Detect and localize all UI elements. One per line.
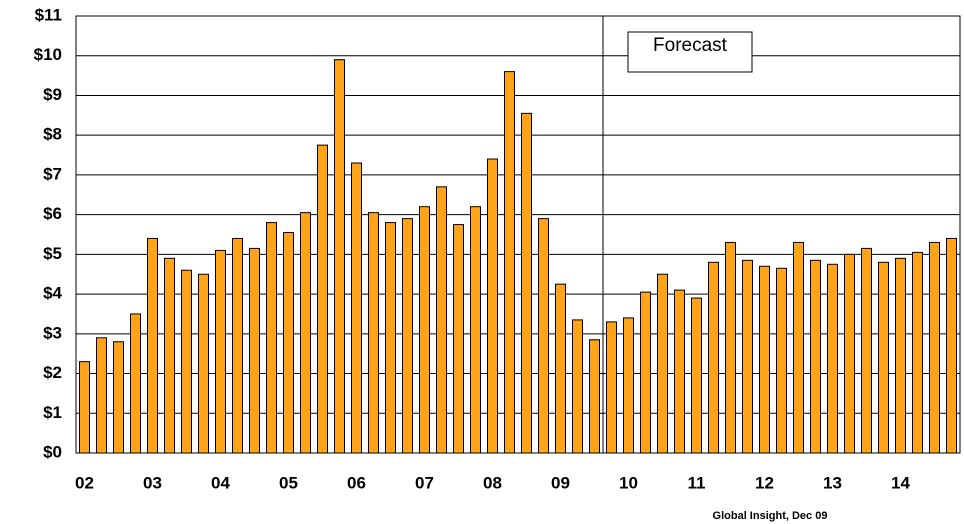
x-tick-label: 10 <box>619 473 638 492</box>
bar <box>453 224 464 454</box>
y-tick-label: $6 <box>43 204 62 223</box>
bar <box>946 237 957 454</box>
x-tick-label: 05 <box>279 473 298 492</box>
bar <box>691 297 702 454</box>
x-tick-label: 11 <box>688 473 706 492</box>
bar <box>759 265 770 454</box>
bar <box>623 317 634 454</box>
bar <box>96 337 107 454</box>
bar <box>232 237 243 454</box>
bar <box>317 144 328 454</box>
bar <box>878 261 889 454</box>
bar <box>300 212 311 454</box>
bar <box>589 339 600 454</box>
bar <box>164 257 175 454</box>
bar <box>861 247 872 454</box>
bar <box>487 158 498 454</box>
x-tick-label: 09 <box>551 473 570 492</box>
bar <box>844 253 855 454</box>
bar <box>929 241 940 454</box>
plot-border <box>75 15 961 454</box>
y-tick-label: $10 <box>34 45 62 64</box>
bar <box>283 232 294 454</box>
bar <box>385 222 396 454</box>
bar <box>793 241 804 454</box>
bar <box>606 321 617 454</box>
bar <box>402 218 413 454</box>
bar <box>215 249 226 454</box>
bar <box>742 259 753 454</box>
x-tick-label: 13 <box>823 473 842 492</box>
forecast-box <box>627 31 753 73</box>
bar <box>895 257 906 454</box>
bar <box>181 269 192 454</box>
bar <box>368 212 379 454</box>
bar <box>572 319 583 454</box>
bar <box>521 112 532 454</box>
bar <box>810 259 821 454</box>
bar <box>538 218 549 454</box>
x-tick-label: 03 <box>143 473 162 492</box>
y-tick-label: $1 <box>43 403 62 422</box>
bar <box>555 283 566 454</box>
y-tick-label: $8 <box>43 125 62 144</box>
y-tick-label: $11 <box>35 5 62 24</box>
bar <box>436 186 447 454</box>
bar <box>640 291 651 454</box>
bar <box>249 247 260 454</box>
x-tick-label: 07 <box>415 473 434 492</box>
bar <box>776 267 787 454</box>
y-tick-label: $2 <box>43 363 62 382</box>
bar <box>79 361 90 454</box>
y-tick-label: $5 <box>43 244 62 263</box>
x-tick-label: 02 <box>75 473 94 492</box>
y-tick-label: $7 <box>43 164 62 183</box>
y-tick-label: $9 <box>43 85 62 104</box>
x-tick-label: 08 <box>483 473 502 492</box>
x-tick-label: 12 <box>755 473 774 492</box>
bar <box>657 273 668 454</box>
bar <box>266 222 277 454</box>
x-tick-label: 06 <box>347 473 366 492</box>
bar <box>198 273 209 454</box>
bar <box>113 341 124 454</box>
bar <box>147 237 158 454</box>
bar <box>470 206 481 454</box>
bar <box>351 162 362 454</box>
bar <box>708 261 719 454</box>
bar <box>725 241 736 454</box>
y-tick-label: $4 <box>43 284 62 303</box>
forecast-label: Forecast <box>653 35 728 56</box>
bar <box>827 263 838 454</box>
bar <box>912 251 923 454</box>
x-tick-label: 04 <box>211 473 230 492</box>
y-tick-label: $3 <box>43 323 62 342</box>
bar <box>130 313 141 454</box>
bar <box>674 289 685 454</box>
y-tick-label: $0 <box>43 442 62 461</box>
bar <box>504 71 515 454</box>
bar <box>334 59 345 454</box>
bar <box>419 206 430 454</box>
x-tick-label: 14 <box>891 473 910 492</box>
source-note: Global Insight, Dec 09 <box>713 510 828 522</box>
